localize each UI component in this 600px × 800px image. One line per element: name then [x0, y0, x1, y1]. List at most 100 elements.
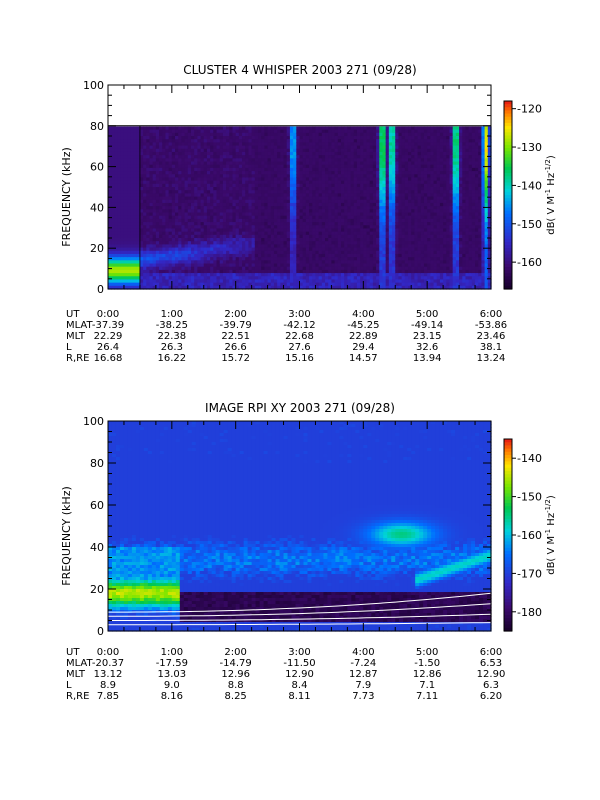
spectrogram-cell — [267, 132, 272, 137]
spectrogram-cell — [139, 238, 144, 242]
spectrogram-cell — [194, 142, 198, 147]
spectrogram-cell — [213, 222, 218, 226]
spectrogram-cell — [395, 136, 400, 140]
spectrogram-cell — [356, 263, 361, 268]
spectrogram-cell — [350, 263, 355, 268]
spectrogram-cell — [264, 171, 269, 175]
spectrogram-cell — [353, 260, 358, 265]
spectrogram-cell — [146, 263, 151, 268]
spectrogram-cell — [200, 260, 205, 265]
spectrogram-cell — [331, 196, 336, 201]
spectrogram-cell — [305, 238, 310, 242]
spectrogram-cell — [411, 244, 415, 249]
spectrogram-cell — [139, 282, 144, 287]
spectrogram-cell — [222, 187, 227, 191]
spectrogram-cell — [267, 241, 272, 245]
spectrogram-cell — [408, 241, 412, 245]
spectrogram-cell — [264, 238, 269, 242]
spectrogram-cell — [318, 206, 323, 210]
spectrogram-cell — [245, 158, 250, 163]
spectrogram-cell — [187, 202, 192, 207]
spectrogram-cell — [280, 190, 285, 194]
spectrogram-cell — [347, 263, 352, 268]
spectrogram-cell — [210, 250, 214, 255]
spectrogram-cell — [344, 177, 348, 182]
spectrogram-cell — [366, 129, 371, 134]
spectrogram-cell — [385, 142, 390, 147]
spectrogram-cell — [325, 241, 329, 245]
spectrogram-cell — [337, 228, 342, 233]
spectrogram-cell — [408, 228, 412, 233]
spectrogram-cell — [171, 209, 176, 214]
spectrogram-cell — [302, 183, 307, 188]
spectrogram-cell — [273, 212, 278, 217]
spectrogram-cell — [206, 151, 211, 156]
spectrogram-cell — [283, 158, 288, 163]
spectrogram-cell — [238, 167, 243, 172]
spectrogram-cell — [206, 148, 211, 153]
spectrogram-cell — [325, 126, 329, 131]
spectrogram-cell — [344, 212, 348, 217]
spectrogram-cell — [344, 234, 348, 239]
spectrogram-cell — [408, 196, 412, 201]
spectrogram-cell — [248, 273, 253, 277]
spectrogram-cell — [385, 250, 390, 255]
spectrogram-cell — [299, 196, 304, 201]
spectrogram-cell — [210, 244, 214, 249]
spectrogram-cell — [238, 132, 243, 137]
spectrogram-cell — [296, 161, 301, 166]
spectrogram-cell — [136, 260, 141, 265]
spectrogram-cell — [302, 196, 307, 201]
spectrogram-cell — [289, 199, 294, 204]
spectrogram-cell — [280, 151, 285, 156]
spectrogram-cell — [408, 269, 412, 274]
spectrogram-cell — [168, 257, 173, 261]
spectrogram-cell — [382, 263, 387, 268]
spectrogram-cell — [315, 161, 320, 166]
spectrogram-cell — [168, 132, 173, 137]
spectrogram-cell — [120, 136, 125, 140]
spectrogram-cell — [277, 215, 281, 220]
spectrogram-cell — [321, 202, 326, 207]
spectrogram-cell — [328, 250, 333, 255]
spectrogram-cell — [302, 158, 307, 163]
spectrogram-cell — [258, 142, 262, 147]
spectrogram-cell — [242, 142, 246, 147]
spectrogram-cell — [305, 250, 310, 255]
spectrogram-cell — [398, 158, 403, 163]
spectrogram-cell — [200, 167, 205, 172]
spectrogram-cell — [328, 269, 333, 274]
spectrogram-cell — [190, 171, 195, 175]
spectrogram-cell — [360, 136, 364, 140]
spectrogram-cell — [356, 225, 361, 230]
spectrogram-cell — [408, 193, 412, 198]
spectrogram-cell — [264, 158, 269, 163]
spectrogram-cell — [111, 190, 115, 194]
spectrogram-cell — [254, 161, 259, 166]
spectrogram-cell — [414, 196, 419, 201]
spectrogram-cell — [261, 244, 265, 249]
spectrogram-cell — [146, 139, 151, 143]
spectrogram-cell — [108, 228, 112, 233]
spectrogram-cell — [395, 225, 400, 230]
spectrogram-cell — [238, 225, 243, 230]
spectrogram-cell — [133, 148, 138, 153]
spectrogram-cell — [388, 174, 393, 179]
spectrogram-cell — [315, 257, 320, 261]
spectrogram-cell — [120, 180, 125, 185]
spectrogram-cell — [229, 183, 234, 188]
spectrogram-cell — [289, 218, 294, 223]
spectrogram-cell — [408, 142, 412, 147]
spectrogram-cell — [318, 177, 323, 182]
spectrogram-cell — [197, 190, 202, 194]
spectrogram-cell — [321, 228, 326, 233]
spectrogram-cell — [293, 215, 297, 220]
spectrogram-cell — [395, 180, 400, 185]
spectrogram-cell — [251, 164, 256, 169]
spectrogram-cell — [417, 148, 422, 153]
spectrogram-cell — [267, 161, 272, 166]
spectrogram-cell — [353, 171, 358, 175]
spectrogram-cell — [133, 161, 138, 166]
spectrogram-cell — [216, 257, 221, 261]
spectrogram-cell — [254, 180, 259, 185]
